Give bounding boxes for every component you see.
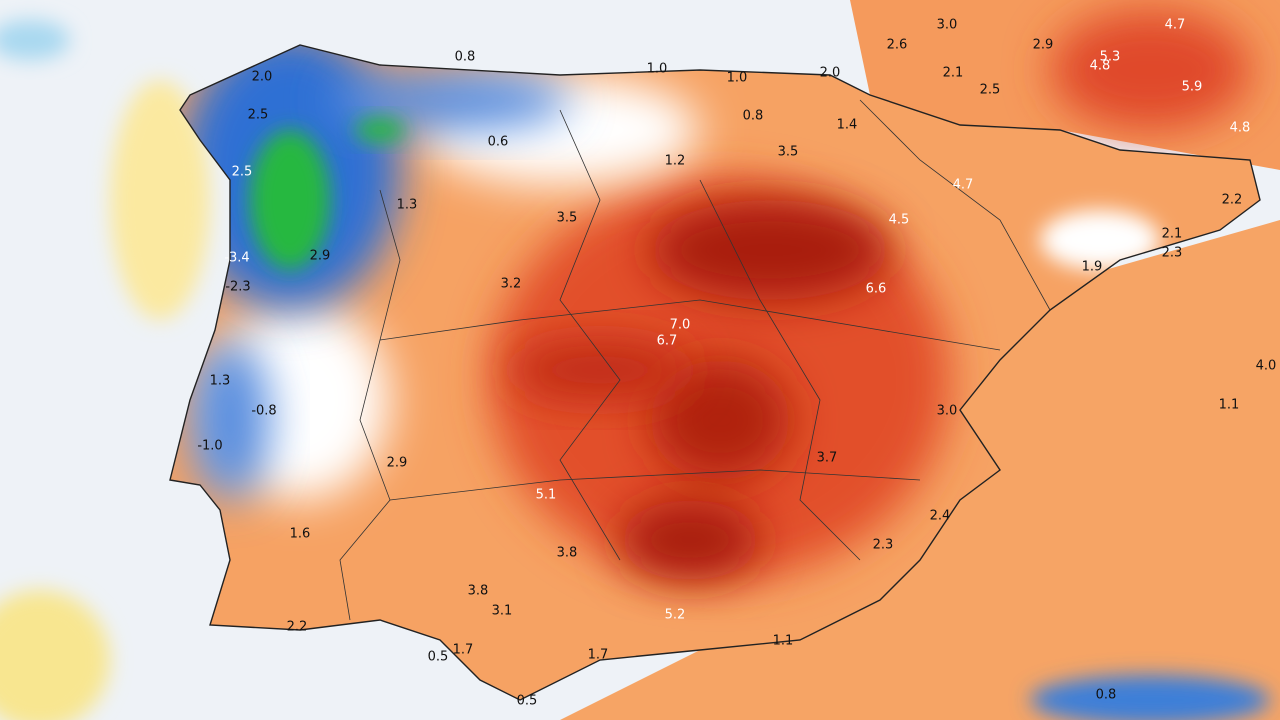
value-label: 5.9 [1182, 80, 1203, 95]
value-label: 0.8 [455, 50, 476, 65]
value-label: 4.7 [953, 178, 974, 193]
value-label: 1.7 [588, 648, 609, 663]
value-label: 2.0 [252, 70, 273, 85]
value-label: 2.2 [1222, 193, 1243, 208]
value-label: -2.3 [225, 280, 250, 295]
value-label: 4.8 [1230, 121, 1251, 136]
value-label: 3.2 [501, 277, 522, 292]
value-label: 1.9 [1082, 260, 1103, 275]
value-label: 1.0 [727, 71, 748, 86]
value-label: 1.0 [647, 62, 668, 77]
value-label: 1.4 [837, 118, 858, 133]
value-label: 1.2 [665, 154, 686, 169]
value-label: -3.4 [224, 251, 249, 266]
value-label: -1.0 [197, 439, 222, 454]
value-label: 1.1 [773, 634, 794, 649]
value-label: 6.6 [866, 282, 887, 297]
value-label: 1.1 [1219, 398, 1240, 413]
value-label: 0.8 [1096, 688, 1117, 703]
value-label: 3.1 [492, 604, 513, 619]
value-label: 1.7 [453, 643, 474, 658]
value-label: 2.5 [248, 108, 269, 123]
value-label: 3.8 [557, 546, 578, 561]
value-label: 0.6 [488, 135, 509, 150]
value-label: 3.0 [937, 18, 958, 33]
value-label: 2.3 [873, 538, 894, 553]
value-label: 5.1 [536, 488, 557, 503]
value-label: 0.5 [517, 694, 538, 709]
value-label: 3.5 [778, 145, 799, 160]
value-label: 2.5 [980, 83, 1001, 98]
value-label: 1.3 [397, 198, 418, 213]
value-label: 2.9 [387, 456, 408, 471]
value-label: 0.8 [743, 109, 764, 124]
value-label: 4.5 [889, 213, 910, 228]
value-label: 3.0 [937, 404, 958, 419]
value-label: 2.0 [820, 66, 841, 81]
value-label: 2.9 [310, 249, 331, 264]
value-label: 2.6 [887, 38, 908, 53]
value-label: 2.1 [943, 66, 964, 81]
value-label: 7.0 [670, 318, 691, 333]
value-label: 2.3 [1162, 246, 1183, 261]
value-label: 4.8 [1090, 59, 1111, 74]
borders [339, 99, 1051, 621]
value-label: 2.4 [930, 509, 951, 524]
value-label: 1.3 [210, 374, 231, 389]
value-label: 2.1 [1162, 227, 1183, 242]
value-label: 1.6 [290, 527, 311, 542]
value-label: 6.7 [657, 334, 678, 349]
value-label: 4.7 [1165, 18, 1186, 33]
value-label: 3.7 [817, 451, 838, 466]
value-label: 3.5 [557, 211, 578, 226]
value-label: 5.2 [665, 608, 686, 623]
value-label: 5.3 [1100, 50, 1121, 65]
value-label: 3.8 [468, 584, 489, 599]
value-label: 4.0 [1256, 359, 1277, 374]
value-labels: 0.81.01.0 2.03.02.6 2.92.12.54.75.34.85.94… [197, 18, 1276, 709]
value-label: 2.5 [232, 165, 253, 180]
value-label: 2.9 [1033, 38, 1054, 53]
value-label: 0.5 [428, 650, 449, 665]
value-label: -0.8 [251, 404, 276, 419]
value-label: 2.2 [287, 620, 308, 635]
